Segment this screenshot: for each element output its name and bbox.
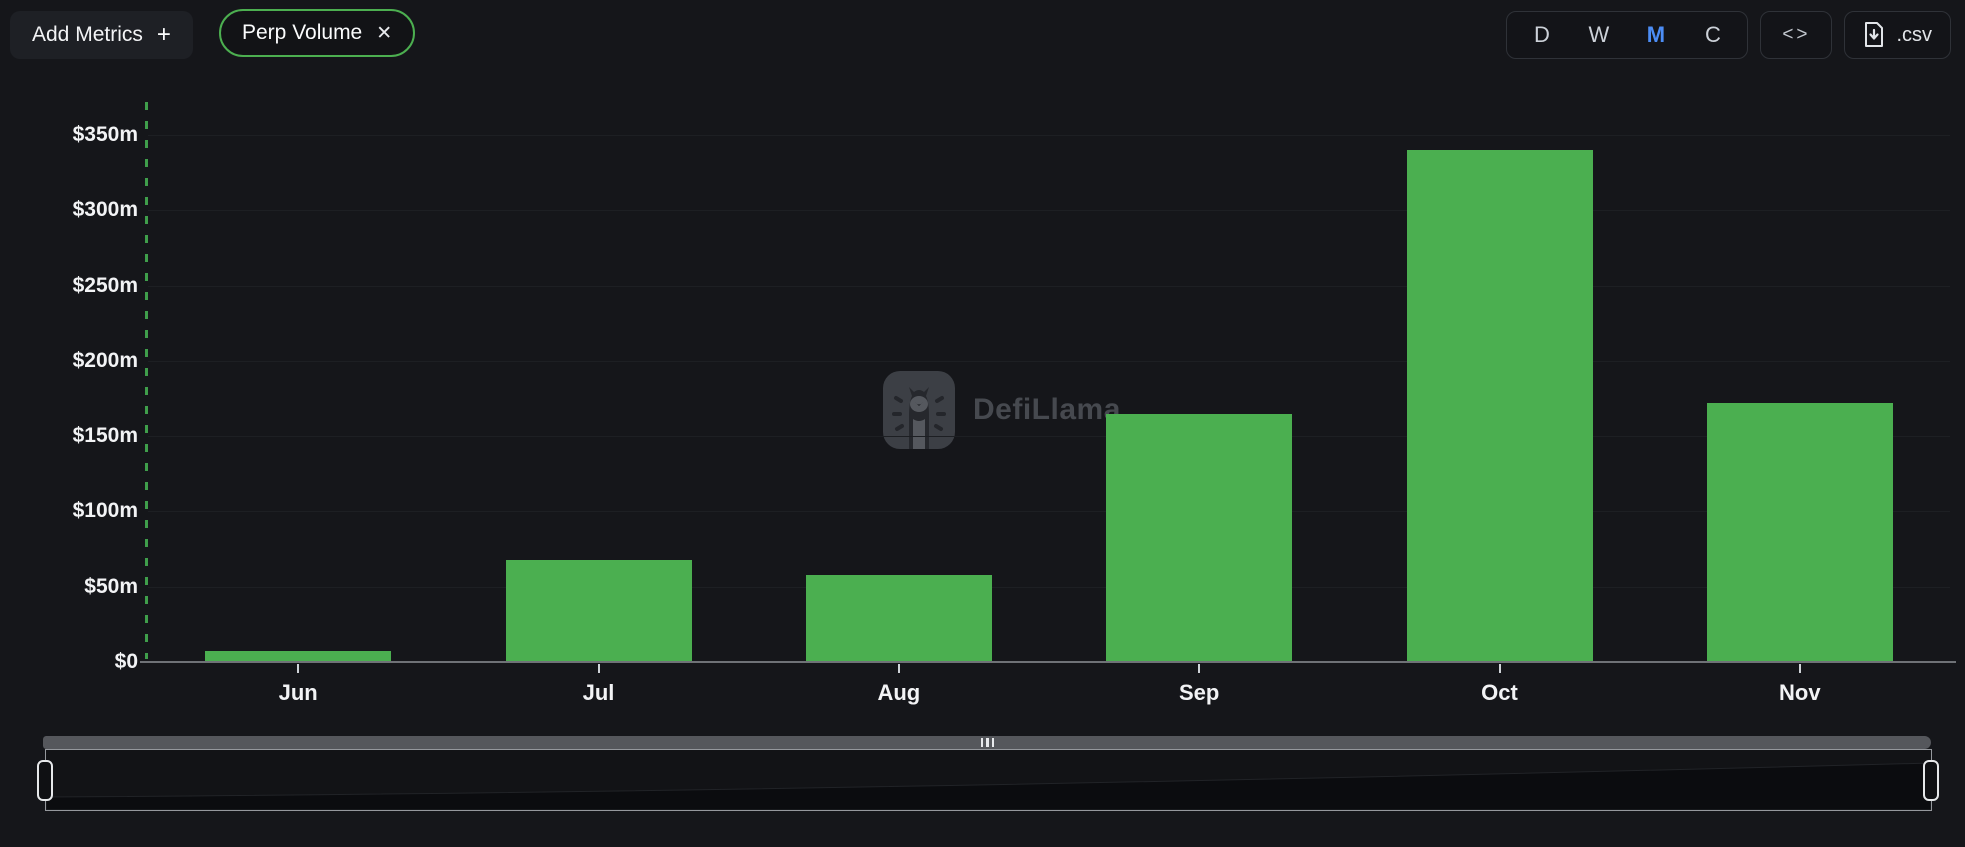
y-tick-label: $0 [114, 650, 138, 673]
x-axis-label-sep: Sep [1178, 680, 1220, 705]
y-tick-label: $250m [72, 273, 138, 297]
range-button-weekly[interactable]: W [1588, 22, 1610, 47]
gridline [148, 210, 1950, 212]
defillama-logo-icon [883, 371, 955, 449]
range-button-cumulative[interactable]: C [1704, 22, 1721, 47]
file-download-icon [1865, 22, 1884, 47]
gridline [148, 135, 1950, 136]
y-tick-label: $50m [84, 574, 138, 598]
x-axis-label-nov: Nov [1779, 680, 1821, 705]
csv-label: .csv [1896, 23, 1932, 46]
plus-icon: + [156, 21, 171, 48]
x-axis-label-aug: Aug [877, 680, 921, 705]
bar-oct[interactable] [1406, 150, 1593, 662]
range-button-monthly[interactable]: M [1646, 22, 1666, 47]
x-axis-label-oct: Oct [1481, 680, 1518, 705]
brush-scrollbar[interactable] [43, 736, 1931, 749]
bar-jul[interactable] [505, 560, 692, 662]
bar-nov[interactable] [1706, 403, 1893, 662]
add-metrics-button[interactable]: Add Metrics + [10, 11, 193, 59]
brush-frame[interactable] [45, 749, 1932, 811]
x-tick [897, 664, 900, 673]
csv-export-button[interactable]: .csv [1844, 11, 1951, 59]
bar-aug[interactable] [805, 575, 992, 662]
x-tick [1498, 664, 1501, 673]
x-axis-label-jul: Jul [582, 680, 615, 705]
gridline [148, 511, 1950, 513]
toolbar: Add Metrics + Perp Volume ✕ D W M C <> [0, 0, 1965, 70]
gridline [148, 285, 1950, 287]
bar-jun[interactable] [205, 651, 392, 662]
x-axis-line [140, 661, 1956, 663]
toolbar-right-cluster: D W M C <> .csv [1506, 11, 1951, 59]
y-tick-label: $100m [72, 499, 138, 523]
bar-series-perp-volume[interactable] [148, 135, 1950, 662]
brush-preview-area [45, 762, 1932, 811]
gridline [148, 586, 1950, 588]
y-tick-label: $300m [72, 198, 138, 222]
gridline [148, 360, 1950, 362]
brush-handle-right[interactable] [1923, 760, 1939, 801]
bar-sep[interactable] [1106, 414, 1293, 662]
add-metrics-label: Add Metrics [32, 23, 143, 46]
gridline [148, 436, 1950, 438]
x-axis-label-jun: Jun [278, 680, 318, 705]
x-tick [1798, 664, 1801, 673]
y-tick-label: $350m [72, 123, 138, 146]
y-tick-label: $150m [72, 424, 138, 448]
chip-close-icon[interactable]: ✕ [376, 22, 393, 44]
time-range-group: D W M C [1506, 11, 1749, 59]
embed-code-button[interactable]: <> [1760, 11, 1833, 59]
watermark: DefiLlama [882, 370, 1121, 450]
watermark-text: DefiLlama [973, 393, 1121, 426]
scrollbar-grip-icon[interactable] [979, 738, 996, 747]
x-tick [597, 664, 600, 673]
brush-zone [0, 710, 1965, 847]
metric-chip-perp-volume[interactable]: Perp Volume ✕ [219, 9, 416, 57]
x-tick [297, 664, 300, 673]
x-tick [1198, 664, 1201, 673]
chart-area[interactable]: DefiLlama $350m $300m $250m $200m $150m $100m… [0, 70, 1965, 710]
y-axis-dashed-line [145, 102, 148, 659]
code-icon: <> [1782, 24, 1811, 45]
range-button-daily[interactable]: D [1533, 22, 1550, 47]
brush-handle-left[interactable] [37, 760, 53, 801]
metric-chip-label: Perp Volume [242, 21, 363, 44]
y-tick-label: $200m [72, 348, 138, 372]
